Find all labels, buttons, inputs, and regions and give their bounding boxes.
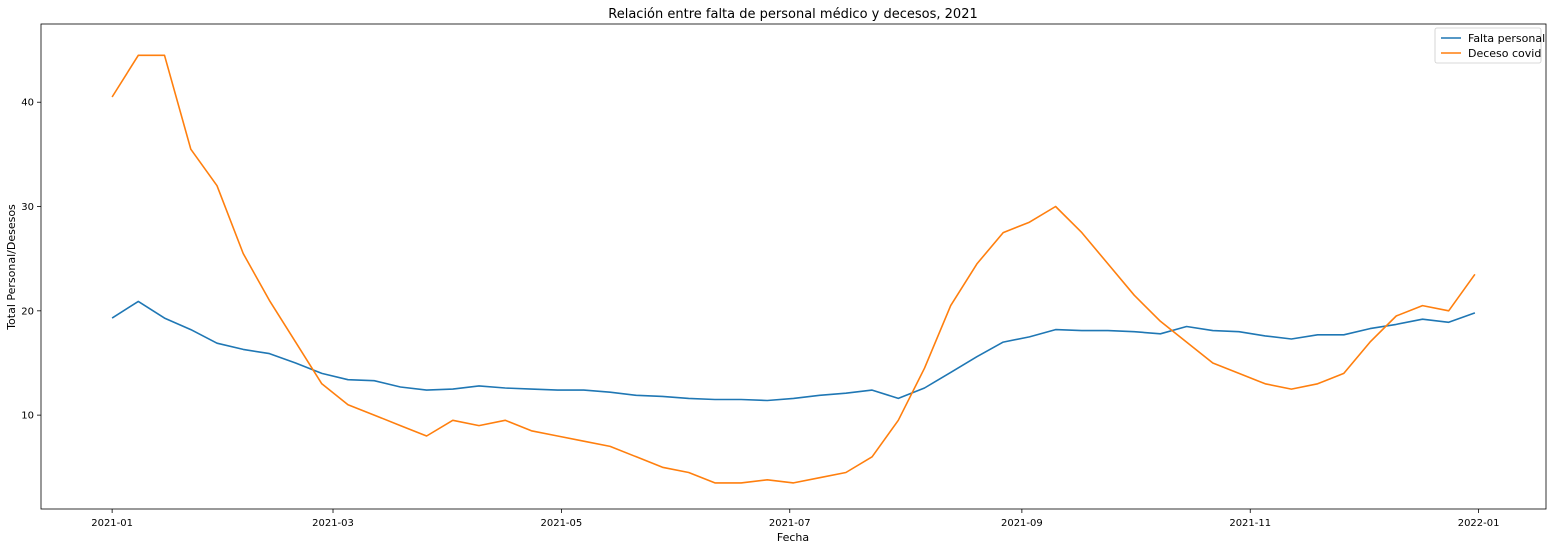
y-axis: 10 20 30 40 xyxy=(21,98,41,422)
plot-area xyxy=(40,23,1547,510)
x-tick-label: 2021-05 xyxy=(540,518,582,529)
x-axis: 2021-01 2021-03 2021-05 2021-07 2021-09 2021-… xyxy=(91,509,1500,529)
series-line-0 xyxy=(111,300,1476,402)
legend-label: Falta personal xyxy=(1468,32,1545,45)
x-tick-label: 2021-11 xyxy=(1229,518,1271,529)
x-tick-label: 2021-03 xyxy=(312,518,354,529)
x-axis-label: Fecha xyxy=(777,531,809,544)
chart-title: Relación entre falta de personal médico … xyxy=(608,7,977,22)
y-tick-label: 20 xyxy=(21,306,34,317)
x-tick-label: 2021-07 xyxy=(769,518,811,529)
x-tick-label: 2021-01 xyxy=(91,518,133,529)
x-tick-label: 2022-01 xyxy=(1458,518,1500,529)
y-tick-label: 30 xyxy=(21,202,34,213)
x-tick-label: 2021-09 xyxy=(1001,518,1043,529)
series-line-1 xyxy=(111,54,1476,484)
legend-label: Deceso covid xyxy=(1468,47,1541,60)
y-tick-label: 40 xyxy=(21,98,34,109)
y-tick-label: 10 xyxy=(21,411,34,422)
legend-box xyxy=(1434,27,1542,64)
y-axis-label: Total Personal/Desesos xyxy=(5,204,18,331)
plot-frame xyxy=(40,23,1547,510)
series-group xyxy=(111,54,1476,484)
legend: Falta personal Deceso covid xyxy=(1434,27,1545,64)
